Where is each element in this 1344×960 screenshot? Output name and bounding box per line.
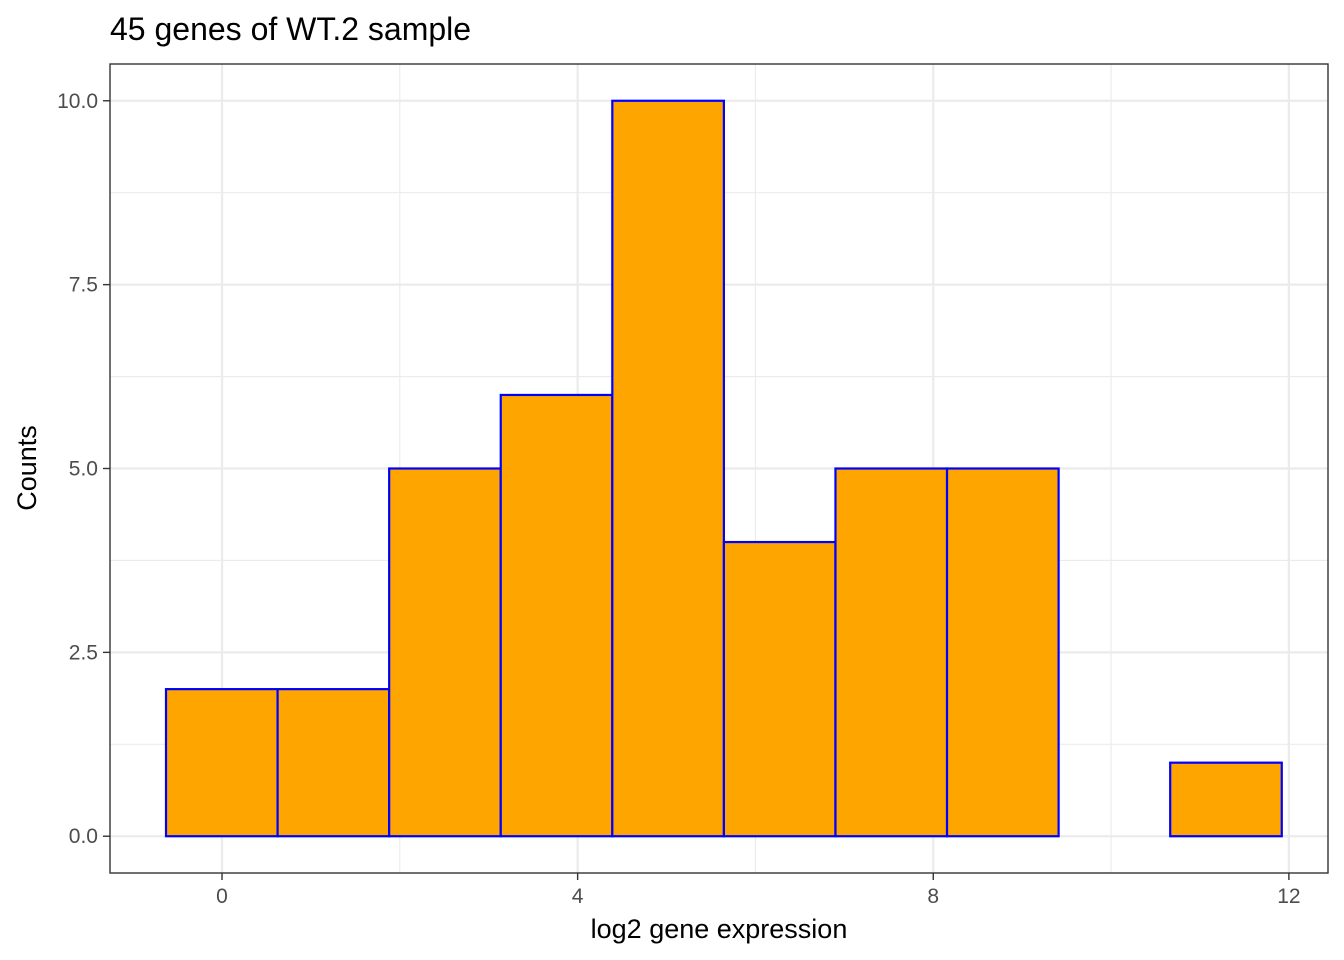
x-tick-label: 8 — [927, 885, 939, 908]
y-tick-label: 2.5 — [69, 641, 98, 664]
x-tick-label: 0 — [216, 885, 228, 908]
y-axis-label: Counts — [12, 425, 42, 511]
histogram-bar-6 — [722, 540, 837, 838]
histogram-bar-1 — [164, 688, 279, 838]
histogram-bar-2 — [276, 688, 391, 838]
histogram-bar-3 — [388, 467, 502, 838]
y-tick-label: 7.5 — [69, 274, 98, 297]
x-axis-label: log2 gene expression — [591, 914, 848, 944]
x-axis: 0 4 8 12 — [216, 873, 1301, 908]
x-tick-label: 12 — [1277, 885, 1300, 908]
y-tick-label: 0.0 — [69, 825, 98, 848]
histogram-bar-7 — [834, 467, 949, 838]
histogram-bar-8 — [945, 467, 1060, 838]
histogram-bar-4 — [499, 393, 614, 838]
histogram-bars — [164, 99, 1283, 838]
histogram-bar-10 — [1169, 761, 1283, 838]
y-tick-label: 10.0 — [57, 90, 98, 113]
histogram-bar-5 — [611, 99, 725, 838]
y-tick-label: 5.0 — [69, 458, 98, 481]
y-axis: 0.0 2.5 5.0 7.5 10.0 — [57, 90, 110, 848]
x-tick-label: 4 — [572, 885, 584, 908]
chart-title: 45 genes of WT.2 sample — [110, 11, 471, 47]
